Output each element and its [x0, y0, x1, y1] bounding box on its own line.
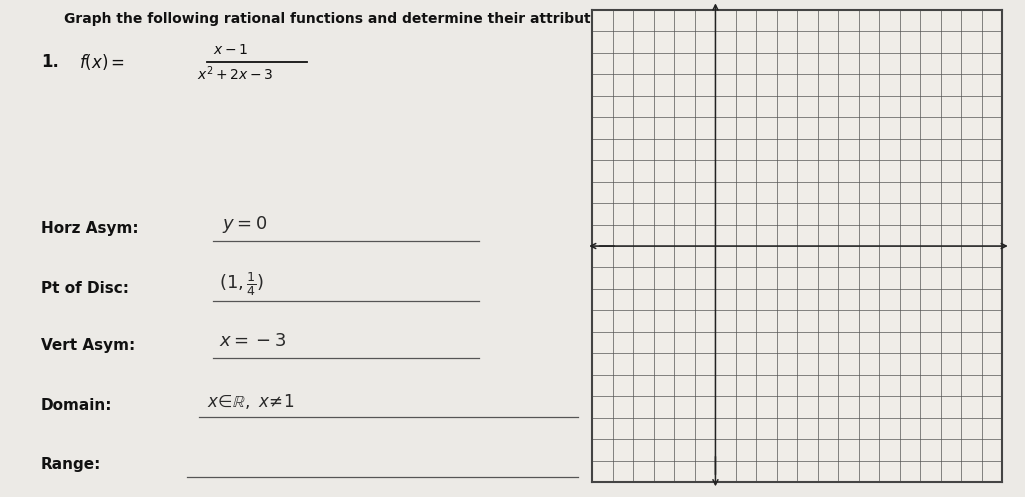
- Text: $f(x) =$: $f(x) =$: [79, 52, 125, 72]
- Text: $x^2+2x-3$: $x^2+2x-3$: [197, 64, 274, 83]
- Text: $(1,\frac{1}{4})$: $(1,\frac{1}{4})$: [219, 270, 264, 298]
- Text: $x-1$: $x-1$: [213, 43, 248, 57]
- Text: Domain:: Domain:: [41, 398, 113, 413]
- Text: Vert Asym:: Vert Asym:: [41, 338, 135, 353]
- Text: Graph the following rational functions and determine their attributes.: Graph the following rational functions a…: [65, 12, 614, 26]
- Text: 1.: 1.: [41, 53, 58, 71]
- Text: $x\!\in\!\mathbb{R},\ x\!\neq\!1$: $x\!\in\!\mathbb{R},\ x\!\neq\!1$: [207, 392, 294, 411]
- Text: Range:: Range:: [41, 457, 101, 472]
- Text: Horz Asym:: Horz Asym:: [41, 221, 138, 236]
- Text: $y=0$: $y=0$: [222, 214, 268, 235]
- Text: $x=-3$: $x=-3$: [219, 332, 286, 350]
- Text: Pt of Disc:: Pt of Disc:: [41, 281, 129, 296]
